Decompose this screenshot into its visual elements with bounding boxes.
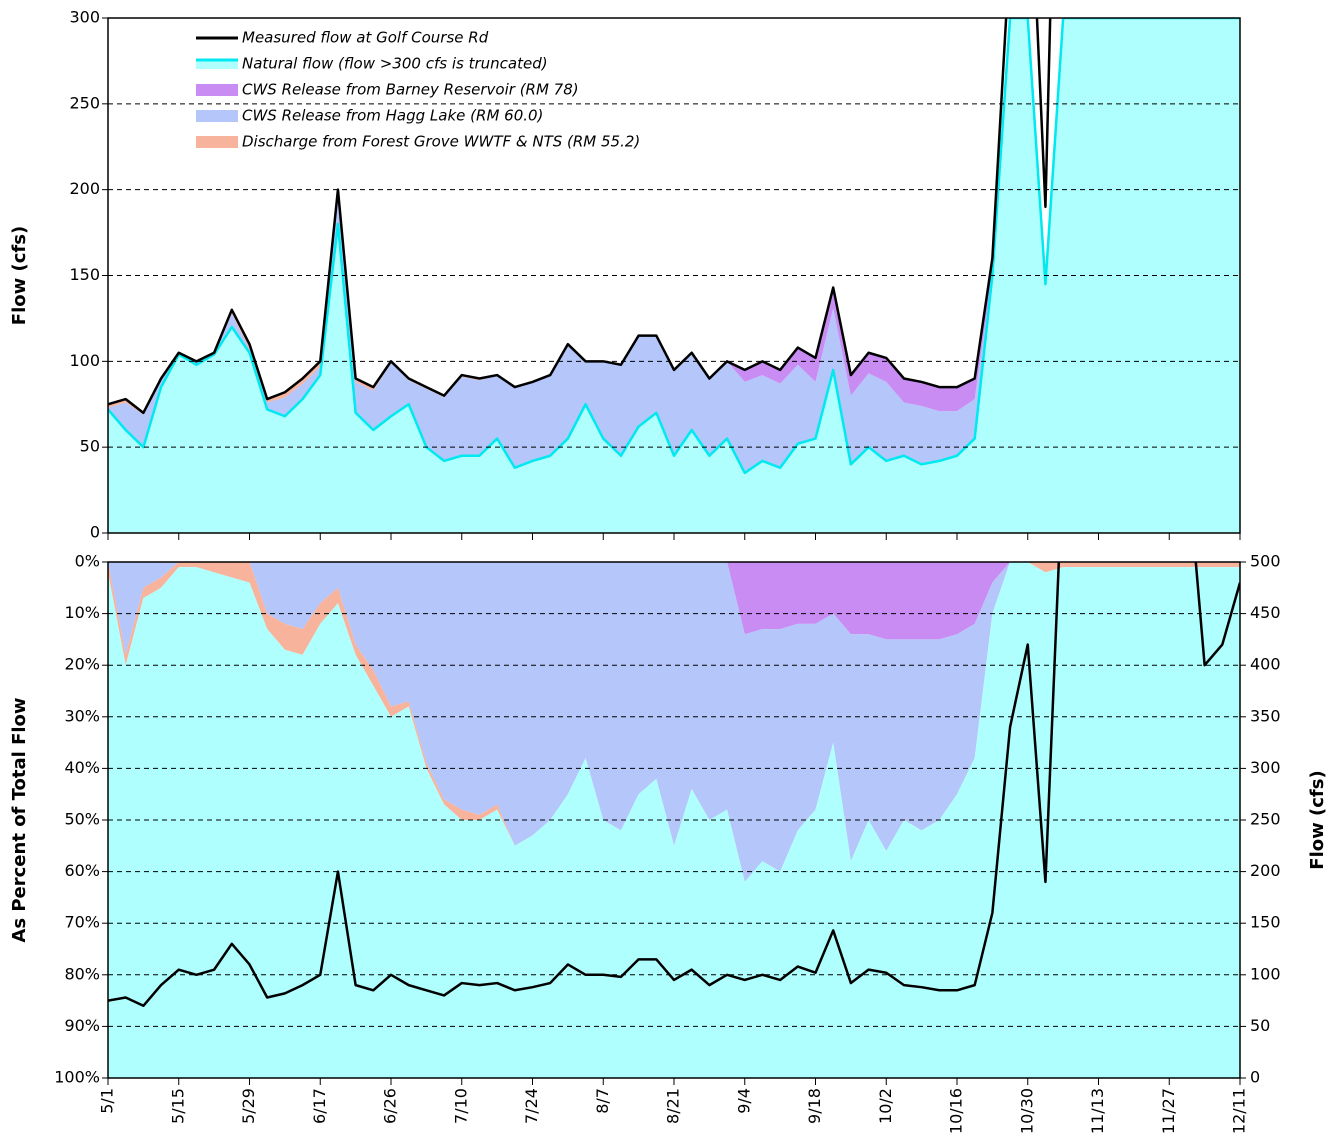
y2-tick-label: 500 [1250, 552, 1281, 571]
y-tick-label: 70% [64, 913, 100, 932]
legend-label: Discharge from Forest Grove WWTF & NTS (… [242, 133, 640, 151]
y-tick-label: 50 [80, 437, 100, 456]
y2-tick-label: 50 [1250, 1016, 1270, 1035]
y-tick-label: 200 [69, 179, 100, 198]
legend-label: Natural flow (flow >300 cfs is truncated… [242, 55, 548, 73]
x-tick-label: 5/1 [98, 1088, 117, 1114]
x-tick-label: 5/15 [168, 1088, 187, 1124]
legend-swatch [196, 136, 238, 148]
legend-label: CWS Release from Barney Reservoir (RM 78… [242, 81, 579, 99]
x-tick-label: 10/2 [876, 1088, 895, 1124]
x-tick-label: 10/16 [947, 1088, 966, 1134]
legend-swatch [196, 59, 238, 69]
y-tick-label: 300 [69, 8, 100, 27]
area [108, 562, 1240, 882]
y2-tick-label: 350 [1250, 706, 1281, 725]
x-tick-label: 6/17 [310, 1088, 329, 1124]
y2-tick-label: 0 [1250, 1068, 1260, 1087]
x-tick-label: 8/7 [593, 1088, 612, 1114]
y-axis-label: Flow (cfs) [9, 226, 30, 325]
y2-tick-label: 250 [1250, 810, 1281, 829]
y-tick-label: 250 [69, 93, 100, 112]
x-tick-label: 7/24 [522, 1088, 541, 1124]
x-tick-label: 10/30 [1017, 1088, 1036, 1134]
legend-label: Measured flow at Golf Course Rd [242, 29, 489, 47]
x-tick-label: 8/21 [664, 1088, 683, 1124]
y-tick-label: 20% [64, 655, 100, 674]
x-tick-label: 11/27 [1159, 1088, 1178, 1134]
y-tick-label: 0% [75, 552, 100, 571]
y2-tick-label: 150 [1250, 913, 1281, 932]
x-tick-label: 9/18 [805, 1088, 824, 1124]
line [108, 562, 1240, 1008]
y-tick-label: 60% [64, 861, 100, 880]
y2-tick-label: 200 [1250, 861, 1281, 880]
x-tick-label: 9/4 [734, 1088, 753, 1114]
y-tick-label: 90% [64, 1016, 100, 1035]
y2-axis-label: Flow (cfs) [1307, 770, 1328, 869]
legend-label: CWS Release from Hagg Lake (RM 60.0) [242, 107, 543, 125]
x-tick-label: 11/13 [1088, 1088, 1107, 1134]
y-tick-label: 100 [69, 351, 100, 370]
line [108, 18, 1052, 415]
area [108, 562, 1240, 1078]
x-tick-label: 12/11 [1230, 1088, 1249, 1134]
legend-swatch [196, 84, 238, 96]
y-tick-label: 40% [64, 758, 100, 777]
legend-swatch [196, 110, 238, 122]
y-tick-label: 80% [64, 964, 100, 983]
y2-tick-label: 300 [1250, 758, 1281, 777]
y-tick-label: 50% [64, 810, 100, 829]
y-tick-label: 10% [64, 603, 100, 622]
y2-tick-label: 400 [1250, 655, 1281, 674]
y2-tick-label: 450 [1250, 603, 1281, 622]
x-tick-label: 7/10 [451, 1088, 470, 1124]
x-tick-label: 6/26 [381, 1088, 400, 1124]
y2-tick-label: 100 [1250, 964, 1281, 983]
plot-area [108, 562, 1240, 1078]
y-axis-label: As Percent of Total Flow [9, 697, 30, 942]
area [108, 562, 1240, 640]
y-tick-label: 0 [90, 523, 100, 542]
y-tick-label: 150 [69, 265, 100, 284]
y-tick-label: 100% [54, 1068, 100, 1087]
x-tick-label: 5/29 [239, 1088, 258, 1124]
y-tick-label: 30% [64, 706, 100, 725]
line [108, 18, 1240, 475]
